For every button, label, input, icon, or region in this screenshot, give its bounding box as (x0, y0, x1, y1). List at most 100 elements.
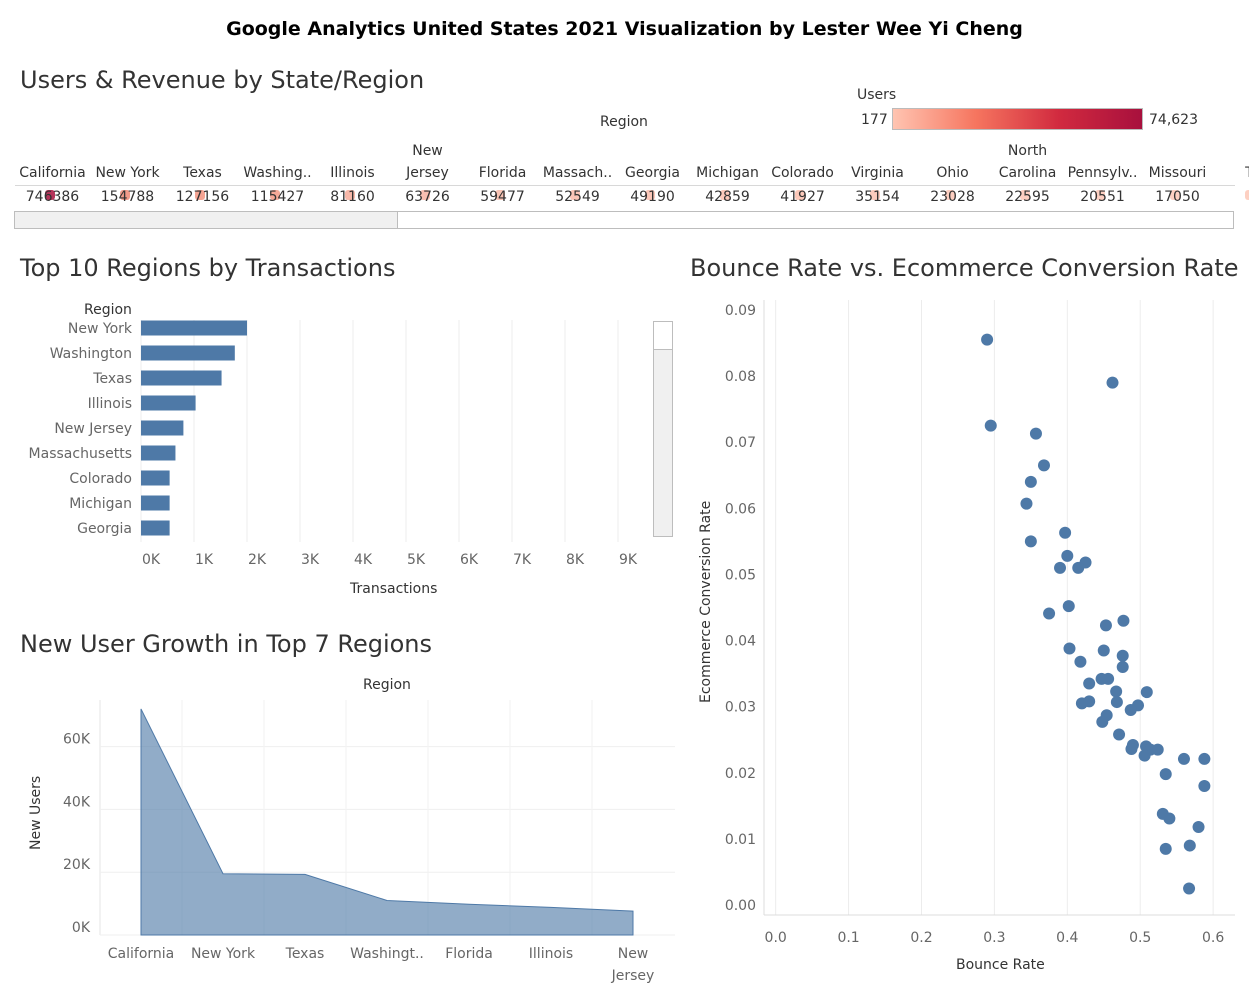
region-name-line: Florida (478, 165, 527, 181)
scatter-point (1024, 535, 1037, 548)
region-column-name: Texas (163, 162, 243, 184)
area-category-label: Jersey (611, 968, 655, 984)
scatter-y-tick-label: 0.02 (725, 766, 756, 782)
bar-vertical-scrollbar[interactable] (653, 321, 673, 537)
scatter-point (1096, 715, 1109, 728)
region-map-marker[interactable] (1169, 190, 1180, 200)
scatter-y-tick-label: 0.08 (725, 369, 756, 385)
horizontal-scrollbar[interactable] (14, 211, 1234, 229)
region-column-name: Colorado (763, 162, 843, 184)
region-name-line: Ohio (936, 165, 969, 181)
region-users-value: 59477 (480, 189, 525, 205)
region-map-marker[interactable] (344, 190, 355, 200)
region-column-name: Ohio (913, 162, 993, 184)
area-y-axis-title: New Users (28, 775, 44, 850)
region-name-line: Te (1213, 162, 1249, 184)
scatter-point (1097, 644, 1110, 657)
scatter-point (1177, 752, 1190, 765)
users-color-legend (892, 108, 1143, 130)
region-map-marker[interactable] (119, 190, 130, 200)
region-map-marker[interactable] (44, 190, 55, 200)
scatter-point (1113, 728, 1126, 741)
area-category-label: Illinois (529, 946, 573, 962)
scatter-y-axis-title: Ecommerce Conversion Rate (698, 500, 714, 703)
scatter-x-tick-label: 0.3 (983, 930, 1005, 946)
region-column-name: Florida (463, 162, 543, 184)
region-users-value: 127156 (175, 189, 230, 205)
bar-x-tick-label: 1K (195, 552, 214, 568)
bar-category-label: Michigan (69, 496, 132, 512)
area-y-tick-label: 20K (63, 857, 91, 873)
scatter-point (1083, 677, 1096, 690)
region-column-name: Michigan (688, 162, 768, 184)
scatter-x-tick-label: 0.0 (765, 930, 787, 946)
region-map-marker[interactable] (794, 190, 805, 200)
transactions-bar (141, 470, 170, 486)
scatter-point (1095, 672, 1108, 685)
scatter-point (1074, 655, 1087, 668)
region-users-value: 115427 (250, 189, 305, 205)
scatter-point (1020, 497, 1033, 510)
region-name-line: New (412, 143, 443, 159)
region-map-marker[interactable] (1094, 190, 1105, 200)
scatter-point (1159, 842, 1172, 855)
bar-x-tick-label: 6K (460, 552, 479, 568)
scatter-x-axis-title: Bounce Rate (956, 957, 1045, 973)
region-map-marker[interactable] (194, 190, 205, 200)
transactions-bar (141, 495, 170, 511)
region-column-name: Washing.. (238, 162, 318, 184)
scatter-point (1099, 619, 1112, 632)
region-users-value: 42859 (705, 189, 750, 205)
region-map-marker[interactable] (944, 190, 955, 200)
region-map-marker[interactable] (419, 190, 430, 200)
bar-region-header: Region (84, 302, 132, 318)
region-map-marker[interactable] (644, 190, 655, 200)
region-map-marker[interactable] (569, 190, 580, 200)
scatter-y-tick-label: 0.04 (725, 634, 756, 650)
region-map-marker[interactable] (1244, 190, 1249, 200)
bar-x-tick-label: 9K (619, 552, 638, 568)
region-name-line: New York (95, 165, 160, 181)
bar-x-tick-label: 2K (248, 552, 267, 568)
scatter-point (1043, 607, 1056, 620)
region-map-marker[interactable] (719, 190, 730, 200)
bar-vertical-scroll-thumb[interactable] (654, 322, 672, 350)
region-map-marker[interactable] (269, 190, 280, 200)
scatter-point (1075, 697, 1088, 710)
region-column-name: Massach.. (538, 162, 618, 184)
region-map-marker[interactable] (1019, 190, 1030, 200)
region-users-value: 23028 (930, 189, 975, 205)
scatter-point (1106, 376, 1119, 389)
scatter-point (1140, 686, 1153, 699)
region-column-name: Pennsylv.. (1063, 162, 1143, 184)
region-users-value: 63726 (405, 189, 450, 205)
region-column-name: New York (88, 162, 168, 184)
region-name-line: Washing.. (243, 165, 312, 181)
transactions-bar (141, 395, 196, 411)
scatter-point (984, 419, 997, 432)
region-map-marker[interactable] (869, 190, 880, 200)
scatter-point (1125, 743, 1138, 756)
region-name-line: Pennsylv.. (1067, 165, 1138, 181)
area-category-label: Florida (445, 946, 493, 962)
scatter-x-tick-label: 0.1 (837, 930, 859, 946)
bar-x-tick-label: 4K (354, 552, 373, 568)
scatter-point (1116, 661, 1129, 674)
new-users-area-chart: 0K 20K 40K 60K California New York Texas Washin… (63, 700, 675, 984)
region-map-marker[interactable] (494, 190, 505, 200)
scatter-y-tick-label: 0.00 (725, 898, 756, 914)
scatter-y-tick-label: 0.06 (725, 501, 756, 517)
scatter-point (1054, 561, 1067, 574)
area-region-header: Region (363, 677, 411, 693)
region-name-line: Missouri (1148, 165, 1207, 181)
scatter-x-tick-label: 0.6 (1202, 930, 1224, 946)
bar-category-label: New York (68, 321, 133, 337)
scatter-point (1183, 882, 1196, 895)
transactions-bar (141, 320, 247, 336)
transactions-bar (141, 420, 184, 436)
region-header: Region (600, 114, 648, 130)
scatter-point (1117, 614, 1130, 627)
horizontal-scroll-thumb[interactable] (15, 212, 398, 228)
bar-x-tick-label: 7K (513, 552, 532, 568)
area-y-tick-label: 0K (72, 920, 91, 936)
